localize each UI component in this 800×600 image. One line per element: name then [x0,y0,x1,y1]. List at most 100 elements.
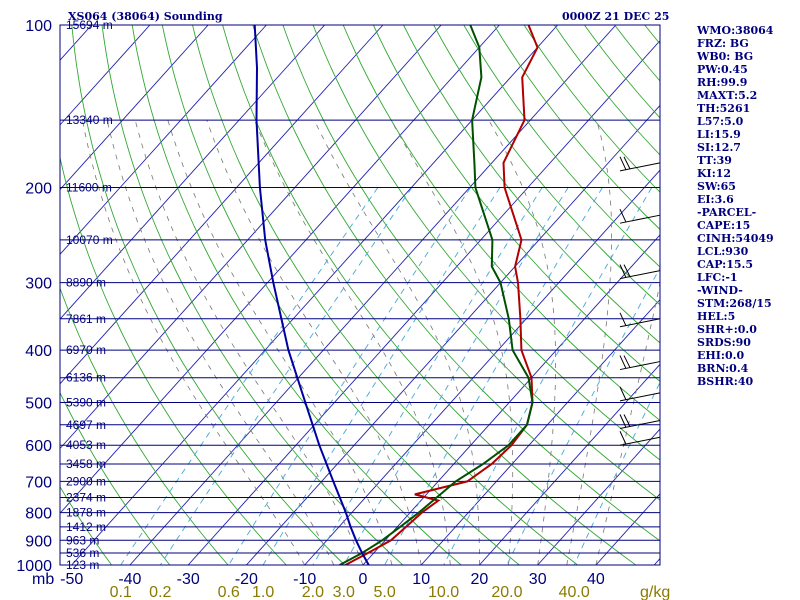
dry-adiabat-line [463,25,660,268]
index-row: SW:65 [697,180,736,193]
sounding-curves [253,25,539,565]
mixing-ratio-tick-label: 2.0 [302,584,324,600]
pressure-tick-label: 500 [25,395,52,412]
index-row: WB0: BG [697,50,754,63]
wind-barb-staff [619,361,661,371]
moist-adiabat-line [390,119,514,565]
index-row: CINH:54049 [697,232,774,245]
wind-barbs [619,156,661,446]
index-row: LFC:-1 [697,271,738,284]
dry-adiabat-line [60,155,287,565]
pressure-unit-label: mb [32,571,54,588]
mixing-ratio-line [384,187,603,565]
dry-adiabat-line [192,25,578,565]
wind-barb-flag [619,312,627,327]
dry-adiabat-line [523,25,660,193]
isotherm-line [479,363,660,565]
dry-adiabat-line [403,25,660,344]
height-label: 1878 m [66,506,106,520]
pressure-tick-label: 200 [25,181,52,198]
isotherm-line [71,25,558,565]
height-label: 6970 m [66,343,106,357]
height-label: 123 m [66,558,99,572]
mixing-ratio-line [159,187,413,565]
dry-adiabat-line [131,25,462,565]
pressure-tick-label: 400 [25,343,52,360]
index-row: LI:15.9 [697,128,741,141]
height-label: 6136 m [66,371,106,385]
dry-adiabat-line [101,25,404,565]
dry-adiabat-line [60,286,229,565]
wind-barb-flag [619,156,627,171]
wind-barb-staff [619,162,661,172]
height-label: 2900 m [66,474,106,488]
height-label: 4053 m [66,438,106,452]
moist-adiabat-line [206,119,422,565]
index-row: L57:5.0 [697,115,744,128]
isotherm-line [129,25,617,565]
dry-adiabat-line [71,25,345,565]
wind-barb-staff [619,318,661,328]
moist-adiabat-line [313,119,480,565]
index-row: EI:3.6 [697,193,734,206]
wind-barb-flag [619,264,627,278]
mixing-ratio-line [343,187,569,565]
pressure-tick-label: 600 [25,438,52,455]
index-row: -PARCEL- [697,206,757,219]
pressure-tick-label: 800 [25,506,52,523]
isotherm-line [60,25,325,320]
wind-barb-flag [623,355,631,368]
index-row: BSHR:40 [697,375,754,388]
mixing-ratio-tick-label: 0.1 [110,584,132,600]
chart-timestamp: 0000Z 21 DEC 25 [562,10,669,23]
mixing-ratio-tick-label: 1.0 [252,584,274,600]
wind-barb-flag [619,386,627,401]
height-label: 536 m [66,546,99,560]
index-row: PW:0.45 [697,63,748,76]
dry-adiabat-line [433,25,660,306]
isotherm-line [60,25,209,191]
dry-adiabat-line [372,25,660,382]
index-row: HEL:5 [697,310,736,323]
index-row: TH:5261 [697,102,751,115]
mixing-ratio-tick-label: 0.2 [149,584,171,600]
temperature-axis: -50 -40 -30 -20 -10 0 10 20 30 40 [60,571,605,588]
wind-barb-flag [619,208,627,223]
index-row: -WIND- [697,284,743,297]
wind-barb-staff [619,420,661,429]
pressure-axis: 100 200 300 400 500 600 700 800 900 1000 [16,18,52,575]
isotherm-line [362,234,660,565]
temperature-tick-label: -10 [293,571,316,588]
dewpoint-line [339,25,534,565]
reference_profile-line [253,25,370,565]
height-label: 1412 m [66,520,106,534]
isotherm-line [420,298,660,565]
pressure-tick-label: 100 [25,18,52,35]
height-labels: 15694 m 13340 m 11600 m 10070 m 8890 m 7861 m… [66,18,113,572]
pressure-tick-label: 300 [25,276,52,293]
isotherm-line [537,428,660,565]
height-label: 15694 m [66,18,113,32]
isotherm-line [60,25,442,450]
chart-title: XS064 (38064) Sounding [68,10,223,23]
isotherm-line [60,25,500,514]
temperature-line [344,25,539,565]
height-label: 8890 m [66,276,106,290]
dry-adiabat-line [553,25,660,156]
temperature-tick-label: 40 [587,571,605,588]
mixing-ratio-unit-label: g/kg [640,584,670,600]
height-label: 13340 m [66,113,113,127]
mixing-ratio-tick-label: 3.0 [333,584,355,600]
dry-adiabat-line [60,391,171,565]
isotherm-line [246,104,660,565]
dry-adiabat-line [222,25,637,565]
wind-barb-staff [619,270,661,280]
stability-indices-panel: WMO:38064 FRZ: BG WB0: BG PW:0.45 RH:99.9 MAX… [697,24,774,388]
wind-barb-flag [623,264,631,277]
height-label: 5390 m [66,395,106,409]
moist-adiabat-line [595,281,660,565]
isotherm-line [304,169,660,565]
mixing-ratio-tick-label: 40.0 [559,584,590,600]
index-row: TT:39 [697,154,732,167]
moist-adiabat-line [82,120,306,565]
